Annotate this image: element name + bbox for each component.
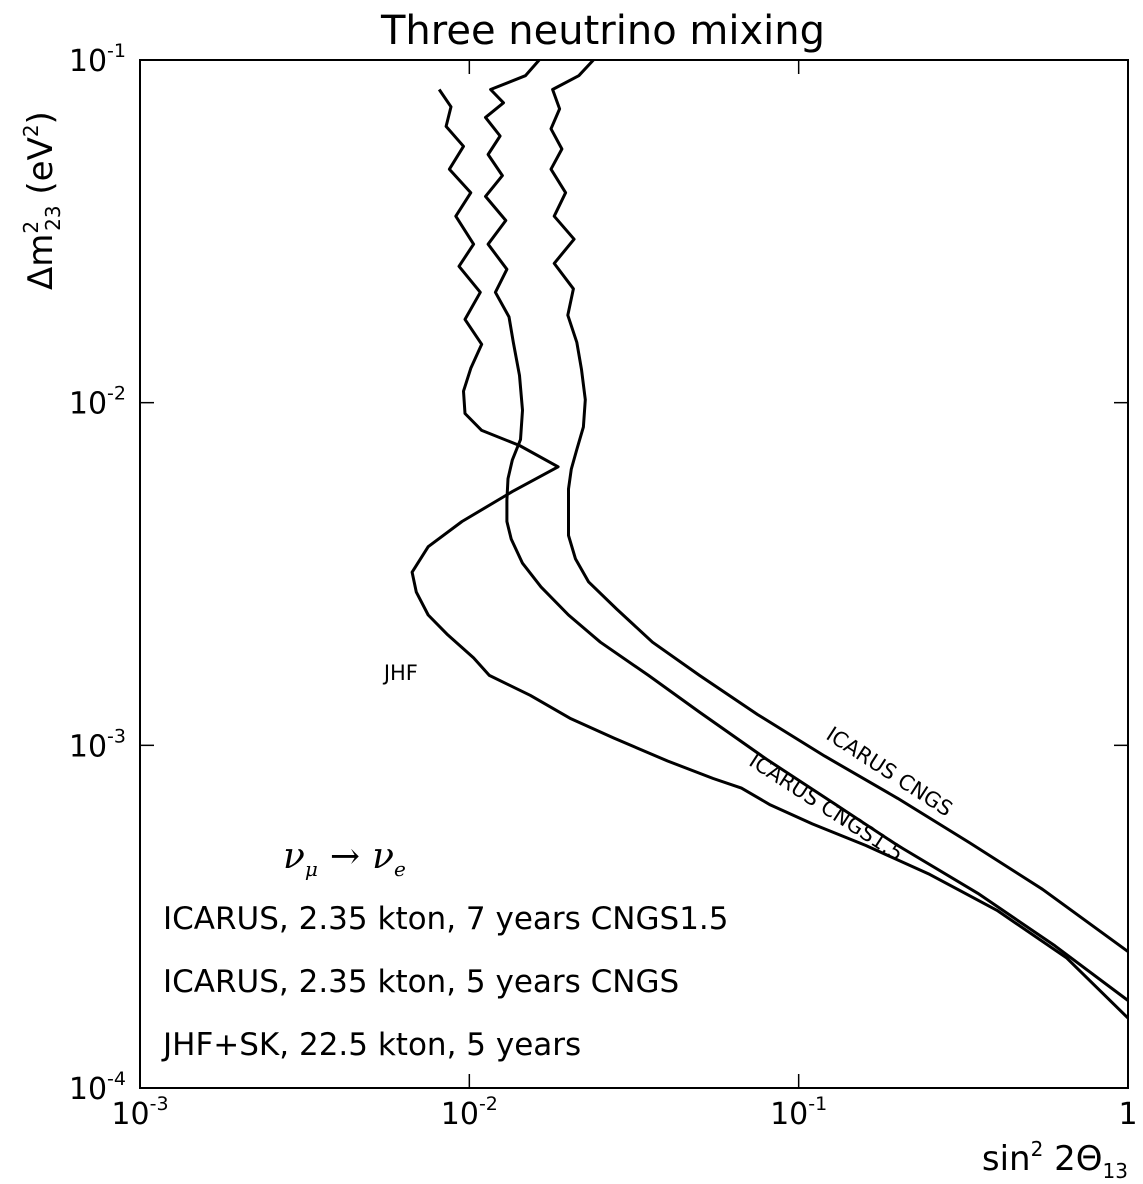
legend-line-1: ICARUS, 2.35 kton, 7 years CNGS1.5	[163, 901, 729, 937]
muon-subscript: μ	[305, 857, 318, 881]
arrow-symbol: →	[330, 836, 360, 877]
x-tick-label: 10-3	[111, 1093, 168, 1132]
x-tick-label: 1	[1118, 1097, 1137, 1132]
y-tick-label: 10-1	[69, 40, 126, 79]
svg-text:νμ→νe: νμ → νe	[283, 836, 406, 881]
curve-icarus-cngs	[549, 58, 1129, 953]
plot-frame	[139, 59, 1129, 1089]
x-tick-label: 10-1	[770, 1093, 827, 1132]
chart-title: Three neutrino mixing	[380, 8, 825, 54]
y-axis-label: Δm223 (eV2)	[19, 111, 65, 290]
axis-tick-labels: 10-3 10-2 10-1 110-410-310-210-1	[69, 40, 1138, 1132]
x-tick-label: 10-2	[441, 1093, 498, 1132]
process-label: νμ → νe	[283, 836, 406, 881]
y-tick-label: 10-3	[69, 725, 126, 764]
legend-line-3: JHF+SK, 22.5 kton, 5 years	[161, 1027, 581, 1063]
curve-label-jhf: JHF	[382, 661, 418, 685]
nu-symbol: ν	[283, 836, 305, 877]
curve-jhf	[410, 88, 1130, 1020]
nu-symbol-2: ν	[372, 836, 394, 877]
y-tick-label: 10-4	[69, 1068, 126, 1107]
legend-line-2: ICARUS, 2.35 kton, 5 years CNGS	[163, 964, 679, 1000]
y-tick-label: 10-2	[69, 383, 126, 422]
x-axis-label: sin2 2Θ13	[982, 1137, 1128, 1183]
sensitivity-curves	[410, 58, 1130, 1020]
electron-subscript: e	[394, 857, 406, 881]
curve-icarus-cngs1-5	[484, 59, 1129, 1002]
axis-ticks	[139, 59, 1129, 1089]
